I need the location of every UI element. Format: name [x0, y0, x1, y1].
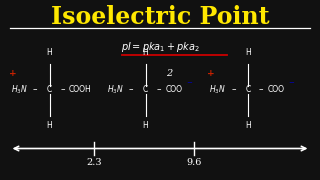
- Text: +: +: [207, 69, 215, 78]
- Text: COO: COO: [165, 86, 182, 94]
- Text: $H_3N$: $H_3N$: [11, 84, 28, 96]
- Text: +: +: [9, 69, 17, 78]
- Text: H: H: [47, 48, 52, 57]
- Text: −: −: [186, 80, 192, 86]
- Text: H: H: [245, 48, 251, 57]
- Text: –: –: [231, 86, 236, 94]
- Text: COOH: COOH: [68, 86, 92, 94]
- Text: H: H: [143, 48, 148, 57]
- Text: H: H: [245, 122, 251, 130]
- Text: C: C: [143, 86, 148, 94]
- Text: H: H: [143, 122, 148, 130]
- Text: 2: 2: [166, 69, 173, 78]
- Text: COO: COO: [268, 86, 285, 94]
- Text: C: C: [245, 86, 251, 94]
- Text: $H_3N$: $H_3N$: [107, 84, 124, 96]
- Text: C: C: [47, 86, 52, 94]
- Text: –: –: [129, 86, 133, 94]
- Text: $H_3N$: $H_3N$: [209, 84, 226, 96]
- Text: –: –: [156, 86, 161, 94]
- Text: H: H: [47, 122, 52, 130]
- Text: –: –: [60, 86, 65, 94]
- Text: –: –: [33, 86, 37, 94]
- Text: −: −: [289, 80, 294, 86]
- Text: –: –: [259, 86, 263, 94]
- Text: 2.3: 2.3: [87, 158, 102, 167]
- Text: $pI = pka_1 + pka_2$: $pI = pka_1 + pka_2$: [121, 40, 199, 54]
- Text: 9.6: 9.6: [186, 158, 201, 167]
- Text: Isoelectric Point: Isoelectric Point: [51, 4, 269, 28]
